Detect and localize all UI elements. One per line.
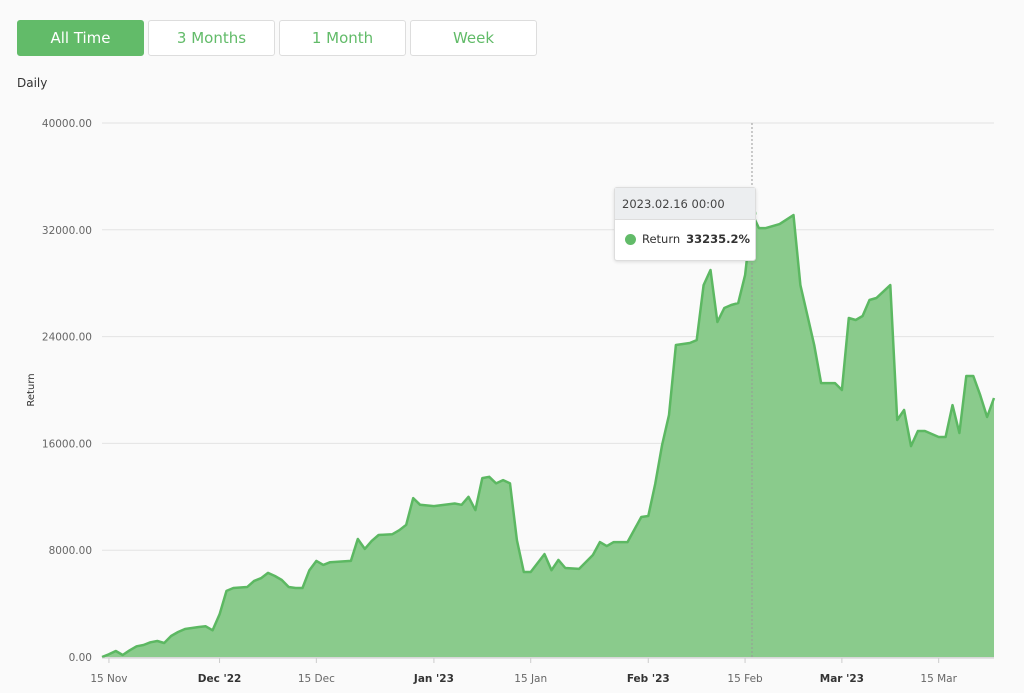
tooltip-series-name: Return bbox=[642, 232, 681, 246]
x-tick-label: 15 Nov bbox=[90, 673, 127, 685]
y-tick-label: 32000.00 bbox=[42, 225, 92, 237]
return-area bbox=[102, 213, 994, 658]
y-tick-label: 16000.00 bbox=[42, 438, 92, 450]
x-tick-label: Mar '23 bbox=[820, 673, 864, 685]
tab-all-time[interactable]: All Time bbox=[17, 20, 144, 56]
return-line bbox=[101, 212, 996, 659]
y-tick-label: 0.00 bbox=[69, 652, 92, 664]
tab-1-month[interactable]: 1 Month bbox=[279, 20, 406, 56]
tab-week[interactable]: Week bbox=[410, 20, 537, 56]
x-tick-label: 15 Jan bbox=[514, 673, 547, 685]
x-tick-label: Feb '23 bbox=[627, 673, 670, 685]
x-tick-label: 15 Feb bbox=[727, 673, 763, 685]
x-tick-label: 15 Dec bbox=[298, 673, 335, 685]
period-label: Daily bbox=[17, 76, 48, 90]
x-tick-label: Jan '23 bbox=[413, 673, 454, 685]
y-axis-label: Return bbox=[26, 373, 37, 406]
y-tick-label: 24000.00 bbox=[42, 332, 92, 344]
tooltip-date: 2023.02.16 00:00 bbox=[615, 188, 755, 220]
tooltip-value: 33235.2% bbox=[686, 232, 751, 246]
tab-3-months[interactable]: 3 Months bbox=[148, 20, 275, 56]
chart-tooltip: 2023.02.16 00:00 Return 33235.2% bbox=[614, 187, 756, 261]
y-tick-label: 8000.00 bbox=[49, 545, 92, 557]
x-tick-label: 15 Mar bbox=[920, 673, 957, 685]
x-tick-label: Dec '22 bbox=[198, 673, 242, 685]
y-tick-label: 40000.00 bbox=[42, 118, 92, 130]
series-dot-icon bbox=[625, 233, 636, 245]
range-tabs: All Time 3 Months 1 Month Week bbox=[17, 20, 537, 56]
